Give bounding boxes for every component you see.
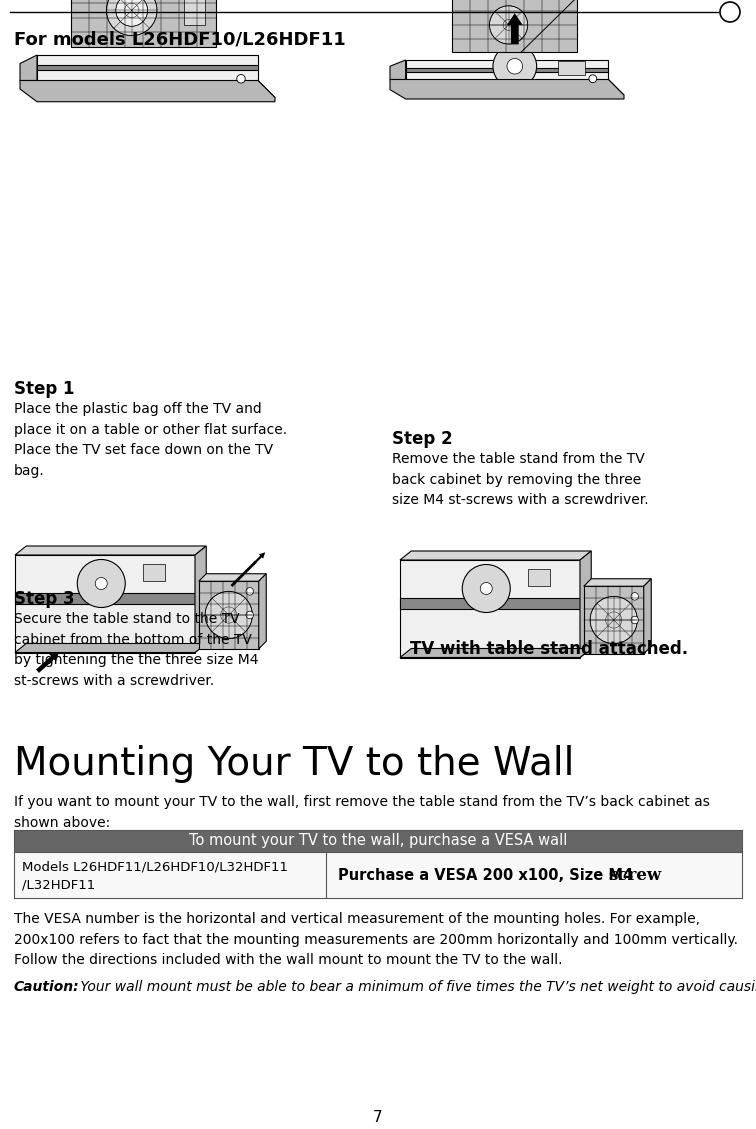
Polygon shape [71, 0, 215, 46]
Bar [184, 0, 206, 25]
Polygon shape [390, 79, 624, 99]
Text: Secure the table stand to the TV
cabinet from the bottom of the TV
by tightening: Secure the table stand to the TV cabinet… [14, 612, 259, 688]
Polygon shape [390, 60, 406, 79]
Polygon shape [20, 80, 275, 102]
Text: Step 3: Step 3 [14, 590, 75, 609]
Polygon shape [406, 60, 609, 79]
Text: Mounting Your TV to the Wall: Mounting Your TV to the Wall [14, 745, 575, 784]
Polygon shape [20, 55, 37, 80]
Circle shape [462, 564, 510, 613]
Circle shape [205, 592, 253, 639]
Text: If you want to mount your TV to the wall, first remove the table stand from the : If you want to mount your TV to the wall… [14, 795, 710, 830]
FancyArrow shape [507, 14, 522, 44]
Circle shape [116, 0, 147, 26]
Polygon shape [20, 80, 275, 97]
Polygon shape [584, 586, 644, 654]
Polygon shape [15, 555, 195, 653]
Circle shape [77, 560, 125, 607]
Circle shape [107, 0, 157, 36]
Text: Purchase a VESA 200 x100, Size M4: Purchase a VESA 200 x100, Size M4 [338, 867, 638, 883]
Bar [14, 852, 742, 898]
Text: Caution:: Caution: [14, 980, 79, 994]
Bar [558, 61, 585, 75]
Polygon shape [15, 593, 195, 604]
Polygon shape [15, 546, 206, 555]
Polygon shape [400, 648, 591, 657]
Polygon shape [644, 579, 651, 654]
Text: Your wall mount must be able to bear a minimum of five times the TV’s net weight: Your wall mount must be able to bear a m… [76, 980, 756, 994]
Polygon shape [195, 546, 206, 653]
Circle shape [95, 578, 107, 589]
Circle shape [489, 6, 528, 44]
Circle shape [246, 587, 253, 595]
FancyArrow shape [36, 651, 59, 673]
Text: screw: screw [608, 866, 662, 884]
Polygon shape [37, 65, 258, 70]
Polygon shape [259, 574, 266, 649]
Text: To mount your TV to the wall, purchase a VESA wall: To mount your TV to the wall, purchase a… [189, 833, 567, 849]
Polygon shape [15, 644, 206, 653]
Circle shape [589, 75, 596, 82]
Circle shape [507, 59, 522, 75]
Bar [14, 830, 742, 852]
Circle shape [493, 44, 537, 88]
Polygon shape [400, 560, 580, 657]
Polygon shape [199, 581, 259, 649]
Circle shape [590, 596, 637, 644]
Text: Step 1: Step 1 [14, 380, 75, 399]
Polygon shape [37, 55, 258, 80]
Text: Place the plastic bag off the TV and
place it on a table or other flat surface.
: Place the plastic bag off the TV and pla… [14, 402, 287, 478]
Circle shape [246, 611, 253, 619]
Circle shape [631, 616, 639, 623]
Polygon shape [390, 79, 624, 95]
Bar [142, 564, 165, 580]
Polygon shape [406, 68, 609, 72]
Text: Models L26HDF11/L26HDF10/L32HDF11
/L32HDF11: Models L26HDF11/L26HDF10/L32HDF11 /L32HD… [22, 860, 288, 892]
Bar [528, 569, 550, 586]
Circle shape [631, 593, 639, 601]
Polygon shape [400, 597, 580, 609]
FancyArrow shape [253, 552, 265, 564]
Circle shape [480, 583, 492, 595]
Circle shape [237, 75, 245, 84]
Text: 7: 7 [373, 1110, 383, 1124]
Text: Remove the table stand from the TV
back cabinet by removing the three
size M4 st: Remove the table stand from the TV back … [392, 452, 649, 507]
Polygon shape [452, 0, 577, 52]
Polygon shape [199, 574, 266, 581]
Text: TV with table stand attached.: TV with table stand attached. [410, 640, 688, 658]
Text: The VESA number is the horizontal and vertical measurement of the mounting holes: The VESA number is the horizontal and ve… [14, 912, 738, 968]
Polygon shape [400, 551, 591, 560]
Polygon shape [580, 551, 591, 657]
Text: Step 2: Step 2 [392, 430, 453, 448]
Text: For models L26HDF10/L26HDF11: For models L26HDF10/L26HDF11 [14, 30, 345, 49]
Polygon shape [584, 579, 651, 586]
